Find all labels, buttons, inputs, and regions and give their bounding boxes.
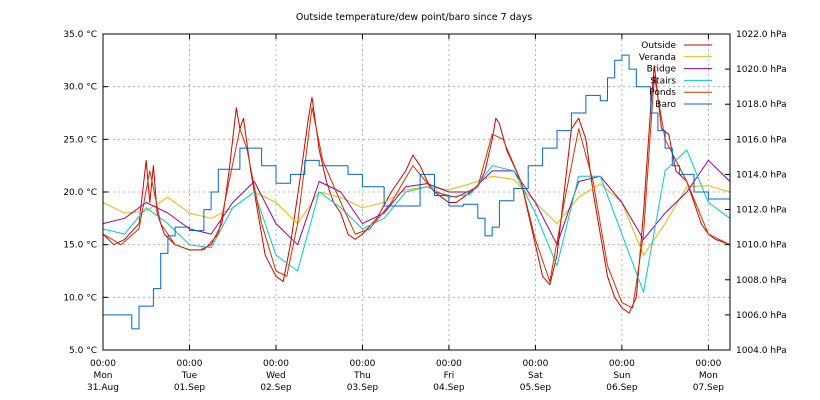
y-right-tick-label: 1010.0 hPa [736, 241, 787, 251]
series-lines [102, 54, 731, 330]
y-left-tick-label: 35.0 °C [63, 30, 97, 40]
y-left-tick-label: 15.0 °C [63, 241, 97, 251]
x-tick-day-label: Thu [353, 371, 371, 381]
x-tick-day-label: Mon [699, 371, 718, 381]
legend-label-baro: Baro [655, 100, 676, 110]
x-tick-date-label: 07.Sep [693, 383, 725, 393]
y-right-tick-label: 1014.0 hPa [736, 170, 787, 180]
legend-label-veranda: Veranda [639, 53, 676, 63]
y-right-tick-label: 1022.0 hPa [736, 30, 787, 40]
y-right-tick-label: 1020.0 hPa [736, 65, 787, 75]
x-tick-time-label: 00:00 [349, 359, 375, 369]
x-tick-day-label: Wed [266, 371, 286, 381]
x-tick-date-label: 31.Aug [87, 383, 119, 393]
x-tick-time-label: 00:00 [90, 359, 116, 369]
x-tick-time-label: 00:00 [436, 359, 462, 369]
x-tick-date-label: 02.Sep [260, 383, 292, 393]
series-line-ponds [102, 75, 731, 309]
x-tick-day-label: Tue [181, 371, 198, 381]
x-tick-time-label: 00:00 [522, 359, 548, 369]
legend-label-ponds: Ponds [649, 88, 676, 98]
legend-label-bridge: Bridge [647, 65, 677, 75]
y-right-tick-label: 1018.0 hPa [736, 100, 787, 110]
x-tick-day-label: Mon [94, 371, 113, 381]
x-tick-day-label: Fri [444, 371, 455, 381]
series-line-bridge [102, 159, 731, 246]
y-left-tick-label: 10.0 °C [63, 293, 97, 303]
x-tick-time-label: 00:00 [695, 359, 721, 369]
x-tick-date-label: 03.Sep [347, 383, 379, 393]
y-left-tick-label: 30.0 °C [63, 83, 97, 93]
x-tick-date-label: 01.Sep [174, 383, 206, 393]
y-left-tick-label: 5.0 °C [69, 346, 97, 356]
x-tick-time-label: 00:00 [263, 359, 289, 369]
y-right-tick-label: 1004.0 hPa [736, 346, 787, 356]
y-right-tick-label: 1016.0 hPa [736, 135, 787, 145]
x-tick-date-label: 05.Sep [520, 383, 552, 393]
x-tick-day-label: Sat [528, 371, 543, 381]
y-right-tick-label: 1012.0 hPa [736, 206, 787, 216]
y-left-tick-label: 20.0 °C [63, 188, 97, 198]
y-left-tick-label: 25.0 °C [63, 135, 97, 145]
axes: 00:00 Mon 31.Aug 00:00 Tue 01.Sep 00:00 Wed 02.S… [63, 30, 786, 393]
chart-title: Outside temperature/dew point/baro since… [296, 12, 532, 23]
series-line-veranda [102, 175, 731, 256]
x-tick-date-label: 06.Sep [606, 383, 638, 393]
x-tick-time-label: 00:00 [609, 359, 635, 369]
series-line-baro [103, 54, 731, 330]
y-right-tick-label: 1008.0 hPa [736, 276, 787, 286]
series-line-stairs [102, 149, 731, 293]
y-right-tick-label: 1006.0 hPa [736, 311, 787, 321]
legend-label-outside: Outside [641, 41, 676, 51]
x-tick-date-label: 04.Sep [433, 383, 465, 393]
x-tick-day-label: Sun [613, 371, 630, 381]
legend-label-stairs: Stairs [650, 76, 676, 86]
x-tick-time-label: 00:00 [177, 359, 203, 369]
